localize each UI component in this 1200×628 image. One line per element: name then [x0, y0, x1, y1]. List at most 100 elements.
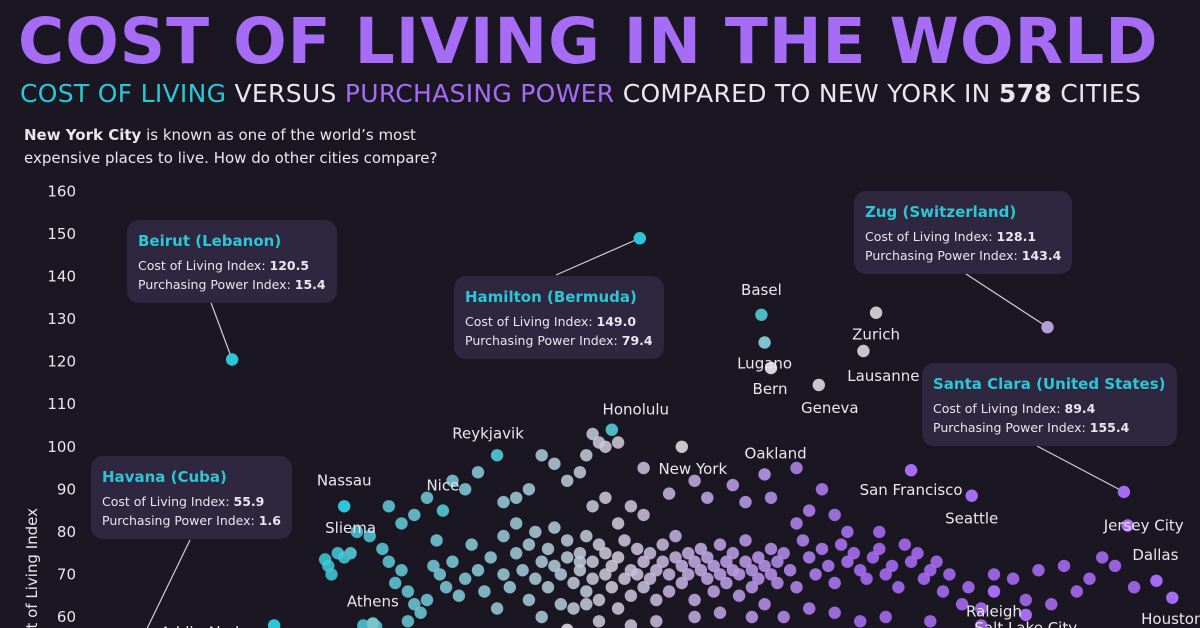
scatter-point [669, 529, 682, 543]
scatter-point [643, 547, 657, 560]
scatter-point [854, 564, 867, 577]
card-santaclara-title: Santa Clara (United States) [933, 375, 1166, 393]
scatter-point [911, 547, 924, 560]
scatter-point [828, 576, 841, 590]
scatter-point [611, 602, 625, 615]
city-label: Raleigh [966, 603, 1022, 621]
city-label: Honolulu [603, 401, 670, 419]
y-tick-label: 120 [47, 353, 76, 371]
scatter-point [592, 593, 606, 607]
scatter-point [650, 564, 663, 577]
scatter-point [682, 547, 695, 560]
city-label: Lausanne [847, 367, 919, 385]
city-point [869, 306, 883, 319]
scatter-point [637, 555, 650, 568]
scatter-point [510, 547, 523, 560]
scatter-point [1108, 559, 1122, 573]
scatter-point [580, 529, 593, 543]
scatter-point [497, 529, 510, 543]
card-zug-col: Cost of Living Index: 128.1 [865, 227, 1061, 246]
scatter-point [758, 559, 771, 573]
scatter-point [599, 491, 612, 504]
card-santaclara: Santa Clara (United States) Cost of Livi… [922, 363, 1177, 446]
scatter-point [1096, 551, 1109, 564]
scatter-point [325, 568, 338, 581]
scatter-point [758, 598, 771, 611]
scatter-point [873, 525, 886, 539]
scatter-point [771, 576, 784, 590]
scatter-point [548, 457, 561, 470]
scatter-point [522, 593, 536, 607]
scatter-point [694, 542, 708, 556]
scatter-point [637, 508, 650, 522]
city-point [225, 353, 239, 366]
y-tick-label: 130 [47, 310, 76, 328]
scatter-point [873, 542, 886, 556]
scatter-point [1006, 572, 1020, 585]
scatter-point [535, 555, 548, 568]
subtitle-cost-of-living: COST OF LIVING [20, 79, 227, 108]
scatter-point [726, 478, 739, 492]
scatter-point [828, 508, 841, 522]
scatter-point [930, 555, 943, 568]
city-label: New York [658, 460, 727, 478]
scatter-point [503, 581, 516, 594]
city-point [633, 232, 646, 245]
y-tick-label: 80 [57, 523, 76, 541]
card-beirut-pp-label: Purchasing Power Index: [138, 277, 295, 292]
scatter-point [376, 542, 389, 556]
scatter-point [701, 572, 714, 585]
scatter-point [510, 517, 523, 530]
city-label: Jersey City [1103, 517, 1184, 535]
y-tick-label: 100 [47, 438, 76, 456]
scatter-point [611, 517, 625, 530]
card-santaclara-pp: Purchasing Power Index: 155.4 [933, 418, 1166, 437]
card-santaclara-pp-label: Purchasing Power Index: [933, 420, 1090, 435]
y-tick-label: 70 [57, 565, 76, 583]
card-havana-pp-label: Purchasing Power Index: [102, 513, 259, 528]
scatter-point [408, 508, 421, 522]
scatter-point [656, 555, 669, 568]
card-beirut-title: Beirut (Lebanon) [138, 232, 282, 250]
scatter-point [815, 542, 829, 556]
scatter-point [580, 585, 593, 598]
scatter-point [803, 504, 816, 517]
scatter-point [611, 551, 625, 564]
city-label: Oakland [745, 444, 807, 462]
card-hamilton-col: Cost of Living Index: 149.0 [465, 312, 653, 331]
card-santaclara-col-label: Cost of Living Index: [933, 401, 1065, 416]
scatter-point [783, 564, 797, 577]
scatter-point [777, 547, 790, 560]
scatter-point [675, 576, 688, 590]
scatter-point [1057, 559, 1071, 573]
city-label: Salt Lake City [974, 619, 1077, 628]
city-point [267, 619, 281, 628]
scatter-point [720, 555, 733, 568]
card-beirut-pp: Purchasing Power Index: 15.4 [138, 275, 326, 294]
card-santaclara-pp-value: 155.4 [1089, 420, 1130, 435]
page-title: COST OF LIVING IN THE WORLD [18, 5, 1159, 78]
scatter-point [478, 585, 491, 598]
scatter-point [975, 619, 988, 628]
card-hamilton-pp-label: Purchasing Power Index: [465, 333, 622, 348]
city-point [675, 440, 688, 453]
background-points [318, 427, 1141, 628]
scatter-point [592, 436, 606, 449]
card-santaclara-col-value: 89.4 [1064, 401, 1096, 416]
scatter-point [879, 610, 892, 624]
card-hamilton-title: Hamilton (Bermuda) [465, 288, 637, 306]
city-point [812, 378, 825, 392]
leader-line [962, 271, 1048, 328]
scatter-point [720, 576, 733, 590]
city-point [857, 344, 870, 358]
scatter-point [471, 466, 485, 479]
card-hamilton-col-label: Cost of Living Index: [465, 314, 597, 329]
scatter-point [573, 555, 587, 568]
scatter-point [548, 521, 561, 534]
scatter-point [924, 564, 937, 577]
city-point [366, 617, 380, 628]
y-tick-label: 150 [47, 225, 76, 243]
scatter-point [567, 576, 580, 590]
scatter-point [879, 568, 892, 581]
city-point [490, 449, 504, 462]
